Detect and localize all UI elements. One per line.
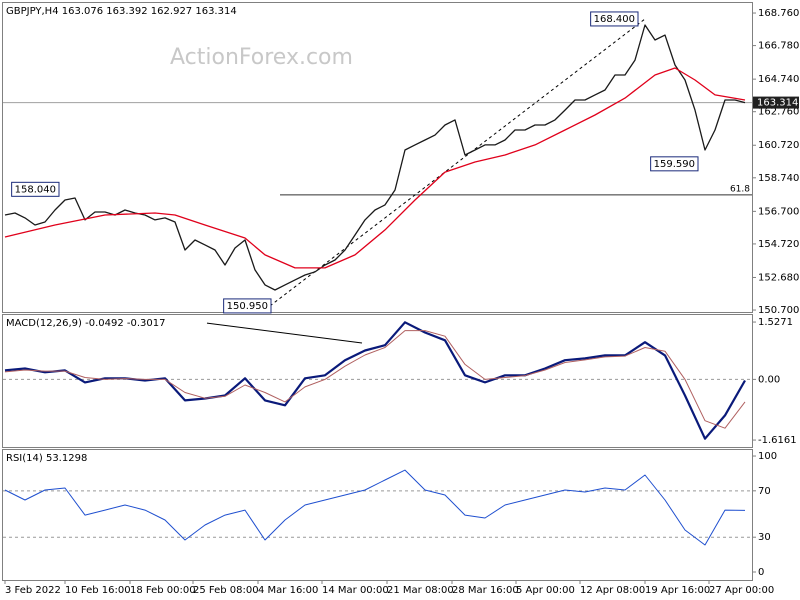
y-tick-label: 70 (758, 486, 771, 497)
panel-title: GBPJPY,H4 163.076 163.392 162.927 163.31… (6, 6, 237, 17)
x-tick-label: 19 Apr 16:00 (645, 585, 710, 596)
y-tick-label: 168.760 (758, 8, 799, 19)
annotation-box (223, 298, 272, 314)
annotation-box (650, 156, 699, 172)
y-tick-label: 160.720 (758, 140, 799, 151)
y-tick-label: 166.780 (758, 41, 799, 52)
y-tick-label: 152.680 (758, 272, 799, 283)
annotation-label: 159.590 (654, 159, 695, 170)
watermark: ActionForex.com (170, 45, 353, 70)
annotation-box (590, 11, 639, 27)
last-price-label: 163.314 (757, 98, 798, 109)
y-tick-label: 154.720 (758, 239, 799, 250)
trend-line (206, 322, 363, 344)
panel-title: RSI(14) 53.1298 (6, 453, 87, 464)
series-line (4, 469, 746, 546)
annotation-label: 158.040 (15, 184, 56, 195)
x-tick-label: 27 Apr 00:00 (709, 585, 774, 596)
series-line (4, 330, 746, 429)
fib-label: 61.8 (730, 184, 750, 194)
series-line (4, 24, 746, 291)
rsi-panel-frame (2, 449, 753, 581)
series-line (4, 67, 746, 269)
x-tick-label: 28 Mar 16:00 (452, 585, 519, 596)
y-tick-label: 156.700 (758, 206, 799, 217)
x-tick-label: 12 Apr 08:00 (580, 585, 645, 596)
y-tick-label: 0.00 (758, 374, 780, 385)
x-tick-label: 5 Apr 00:00 (516, 585, 575, 596)
y-tick-label: 30 (758, 532, 771, 543)
x-tick-label: 4 Mar 16:00 (258, 585, 318, 596)
annotation-label: 150.950 (227, 301, 268, 312)
y-tick-label: 162.760 (758, 107, 799, 118)
last-price-box (753, 96, 799, 109)
x-tick-label: 18 Feb 00:00 (130, 585, 196, 596)
y-tick-label: 100 (758, 451, 777, 462)
x-tick-label: 25 Feb 08:00 (193, 585, 259, 596)
annotation-label: 168.400 (594, 14, 635, 25)
trend-line (269, 18, 646, 307)
annotation-box (11, 181, 60, 197)
y-tick-label: 150.700 (758, 305, 799, 316)
x-tick-label: 21 Mar 08:00 (387, 585, 454, 596)
x-tick-label: 3 Feb 2022 (5, 585, 61, 596)
y-tick-label: 164.740 (758, 74, 799, 85)
panel-title: MACD(12,26,9) -0.0492 -0.3017 (6, 318, 166, 329)
y-tick-label: 1.5271 (758, 317, 793, 328)
x-tick-label: 14 Mar 00:00 (322, 585, 389, 596)
y-tick-label: 0 (758, 567, 764, 578)
x-tick-label: 10 Feb 16:00 (65, 585, 131, 596)
macd-panel-frame (2, 314, 753, 448)
y-tick-label: 158.740 (758, 173, 799, 184)
price-panel-frame (2, 2, 753, 313)
y-tick-label: -1.6161 (758, 435, 797, 446)
